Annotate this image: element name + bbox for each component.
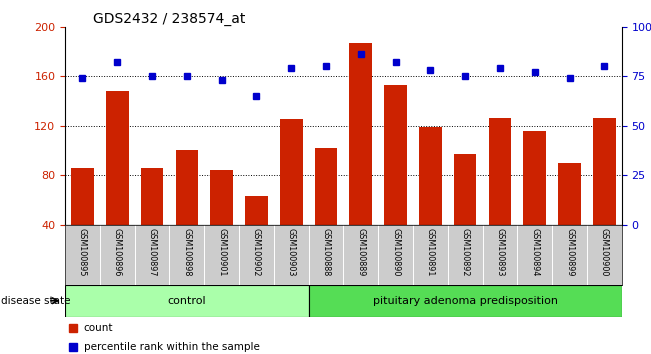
- Text: GSM100894: GSM100894: [530, 228, 539, 276]
- Text: GSM100888: GSM100888: [322, 228, 331, 276]
- Bar: [106, 91, 129, 274]
- Bar: [419, 127, 441, 274]
- Bar: [558, 163, 581, 274]
- Text: pituitary adenoma predisposition: pituitary adenoma predisposition: [372, 296, 558, 306]
- Text: GSM100903: GSM100903: [286, 228, 296, 276]
- Text: GSM100896: GSM100896: [113, 228, 122, 276]
- Text: GSM100895: GSM100895: [78, 228, 87, 276]
- Bar: [280, 120, 303, 274]
- Text: GSM100893: GSM100893: [495, 228, 505, 276]
- Bar: [245, 196, 268, 274]
- Bar: [314, 148, 337, 274]
- Text: GSM100900: GSM100900: [600, 228, 609, 276]
- Bar: [350, 43, 372, 274]
- Bar: [523, 131, 546, 274]
- Text: disease state: disease state: [1, 296, 71, 306]
- Text: GSM100889: GSM100889: [356, 228, 365, 276]
- Text: GDS2432 / 238574_at: GDS2432 / 238574_at: [93, 12, 245, 25]
- Bar: [210, 170, 233, 274]
- Text: GSM100890: GSM100890: [391, 228, 400, 276]
- Bar: [141, 168, 163, 274]
- Bar: [489, 118, 511, 274]
- Bar: [454, 154, 477, 274]
- Text: GSM100902: GSM100902: [252, 228, 261, 276]
- Bar: [65, 285, 309, 317]
- Bar: [176, 150, 198, 274]
- Bar: [309, 285, 622, 317]
- Text: control: control: [167, 296, 206, 306]
- Bar: [71, 168, 94, 274]
- Text: GSM100899: GSM100899: [565, 228, 574, 276]
- Bar: [384, 85, 407, 274]
- Text: GSM100898: GSM100898: [182, 228, 191, 276]
- Text: GSM100891: GSM100891: [426, 228, 435, 276]
- Text: GSM100901: GSM100901: [217, 228, 226, 276]
- Text: count: count: [84, 323, 113, 333]
- Text: GSM100897: GSM100897: [148, 228, 157, 276]
- Bar: [593, 118, 616, 274]
- Text: GSM100892: GSM100892: [461, 228, 469, 276]
- Text: percentile rank within the sample: percentile rank within the sample: [84, 342, 260, 352]
